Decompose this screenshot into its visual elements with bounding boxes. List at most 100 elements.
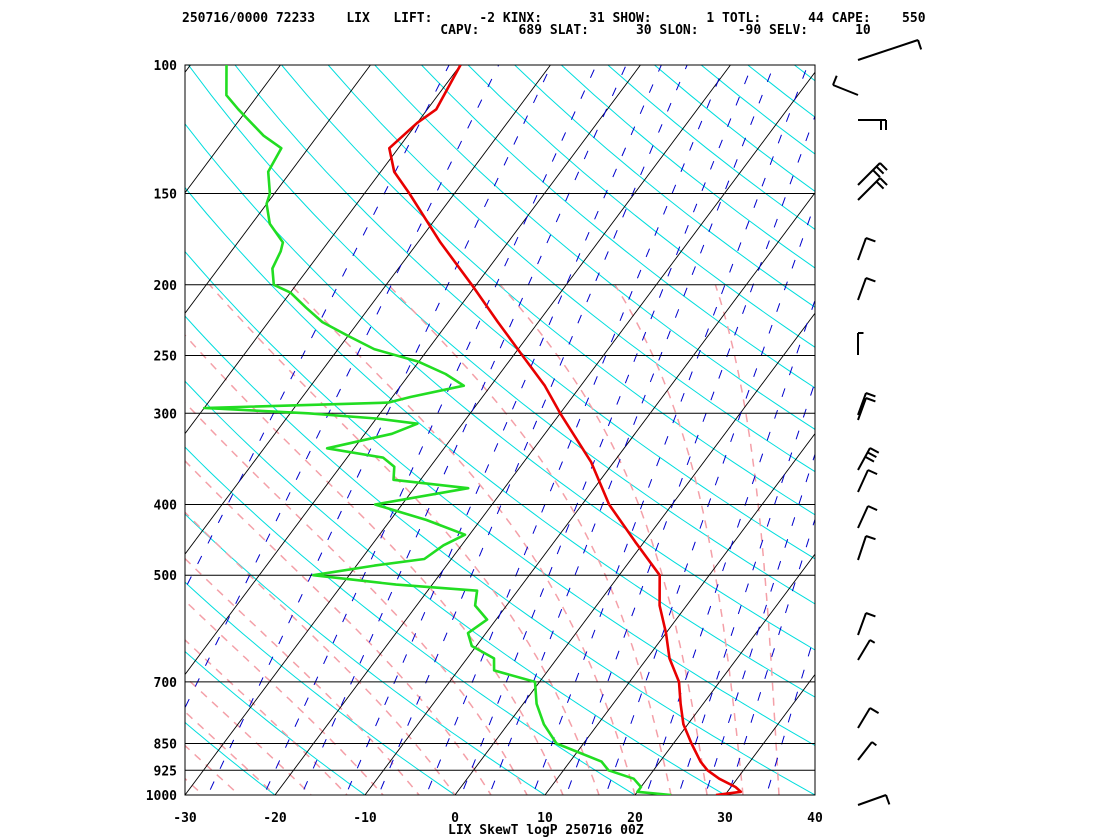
mixing-ratio-line xyxy=(488,65,775,795)
wind-barb-staff xyxy=(857,505,869,529)
wind-barbs xyxy=(832,39,923,806)
isotherm xyxy=(185,65,461,435)
moist-adiabat xyxy=(614,284,744,795)
wind-barb-flag xyxy=(865,237,876,243)
mixing-ratio-line xyxy=(645,298,815,795)
temperature-label: 30 xyxy=(717,811,733,826)
wind-barb-flag xyxy=(871,741,877,747)
wind-barb-flag xyxy=(869,707,880,715)
dry-adiabat xyxy=(747,65,815,118)
isotherm xyxy=(185,65,551,555)
dry-adiabat xyxy=(185,380,726,795)
dry-adiabat xyxy=(185,315,815,795)
dry-adiabat xyxy=(185,186,815,698)
wind-barb-staff xyxy=(857,162,881,186)
isotherm xyxy=(185,65,371,314)
dry-adiabat xyxy=(185,250,815,747)
isobars xyxy=(185,64,815,796)
mixing-ratio-line xyxy=(263,65,597,795)
pressure-label: 1000 xyxy=(146,789,177,804)
wind-barb-flag xyxy=(867,505,878,512)
plot-frame xyxy=(184,64,816,796)
wind-barb-flag xyxy=(864,455,875,463)
pressure-label: 400 xyxy=(154,499,178,514)
chart-title: LIX SkewT logP 250716 00Z xyxy=(448,823,644,838)
wind-barb-staff xyxy=(857,707,871,729)
isotherm xyxy=(0,65,100,810)
moist-adiabat xyxy=(209,284,600,795)
dry-adiabat xyxy=(185,446,636,795)
wind-barb-staff xyxy=(857,639,871,661)
wind-barb-staff xyxy=(857,469,869,493)
temperature-label: 40 xyxy=(807,811,823,826)
mixing-ratio-line xyxy=(565,114,815,795)
dry-adiabat xyxy=(185,721,276,795)
background-lines xyxy=(0,65,815,810)
dry-adiabat xyxy=(700,65,815,155)
pressure-label: 200 xyxy=(154,279,178,294)
moist-adiabat xyxy=(185,511,456,795)
wind-barb-staff xyxy=(857,277,867,301)
wind-barb-flag xyxy=(879,162,888,171)
pressure-label: 300 xyxy=(154,407,178,422)
mixing-ratio-line xyxy=(677,380,815,795)
moist-adiabat xyxy=(185,334,564,795)
moist-adiabat xyxy=(185,459,492,795)
temperature-label: -20 xyxy=(263,811,287,826)
dry-adiabat xyxy=(794,65,815,82)
wind-barb-flag xyxy=(875,180,885,190)
pressure-label: 150 xyxy=(154,188,178,203)
dry-adiabat xyxy=(654,65,815,193)
mixing-ratio-line xyxy=(185,65,450,591)
temperature-tick-labels: -30 -20 -10 0 10 20 30 40 xyxy=(173,811,823,826)
mixing-ratio-line xyxy=(460,65,753,795)
wind-barb-flag xyxy=(865,277,876,283)
wind-barb-flag xyxy=(875,165,885,175)
wind-barb-flag xyxy=(865,392,876,398)
mixing-ratio-line xyxy=(377,65,688,795)
isotherm xyxy=(0,65,10,810)
isotherm xyxy=(274,71,815,795)
wind-barb-staff xyxy=(857,392,867,416)
temperature-label: -10 xyxy=(353,811,377,826)
moist-adiabat xyxy=(185,675,313,795)
temperature-label: 0 xyxy=(451,811,459,826)
isotherm xyxy=(724,673,815,795)
isotherm xyxy=(814,794,815,795)
pressure-label: 100 xyxy=(154,59,178,74)
dry-adiabat xyxy=(560,65,815,269)
dry-adiabat xyxy=(185,581,456,795)
mixing-ratio-line xyxy=(185,65,500,709)
pressure-tick-labels: 100 150 200 250 300 400 500 700 850 925 1000 xyxy=(146,59,177,804)
wind-barb-staff xyxy=(857,741,873,761)
dry-adiabat xyxy=(281,65,815,516)
dewpoint-profile xyxy=(202,65,672,795)
moist-adiabat xyxy=(185,744,241,795)
wind-barb-staff xyxy=(857,237,867,261)
mixing-ratio-line xyxy=(605,202,815,795)
mixing-ratio-line xyxy=(425,65,726,795)
dry-adiabat xyxy=(374,65,815,430)
wind-barb-flag xyxy=(867,469,878,476)
wind-barb-staff xyxy=(857,177,881,201)
pressure-label: 700 xyxy=(154,676,178,691)
moist-adiabat xyxy=(290,284,636,795)
dry-adiabat xyxy=(234,65,815,560)
wind-barb-flag xyxy=(865,612,876,618)
wind-barb-flag xyxy=(872,169,881,178)
mixing-ratio-line xyxy=(704,452,815,795)
isotherm xyxy=(544,432,815,795)
wind-barb-staff xyxy=(857,612,867,636)
wind-barb-flag xyxy=(869,639,876,644)
dry-adiabat xyxy=(421,65,815,389)
pressure-label: 250 xyxy=(154,349,178,364)
wind-barb-flag xyxy=(869,447,880,454)
moist-adiabat xyxy=(714,284,780,795)
wind-barb-flag xyxy=(885,794,891,805)
wind-barb-flag xyxy=(867,451,877,459)
moist-adiabat xyxy=(185,401,528,795)
wind-barb-staff xyxy=(857,39,919,61)
isotherm xyxy=(185,65,281,194)
wind-barb-staff xyxy=(857,794,887,806)
